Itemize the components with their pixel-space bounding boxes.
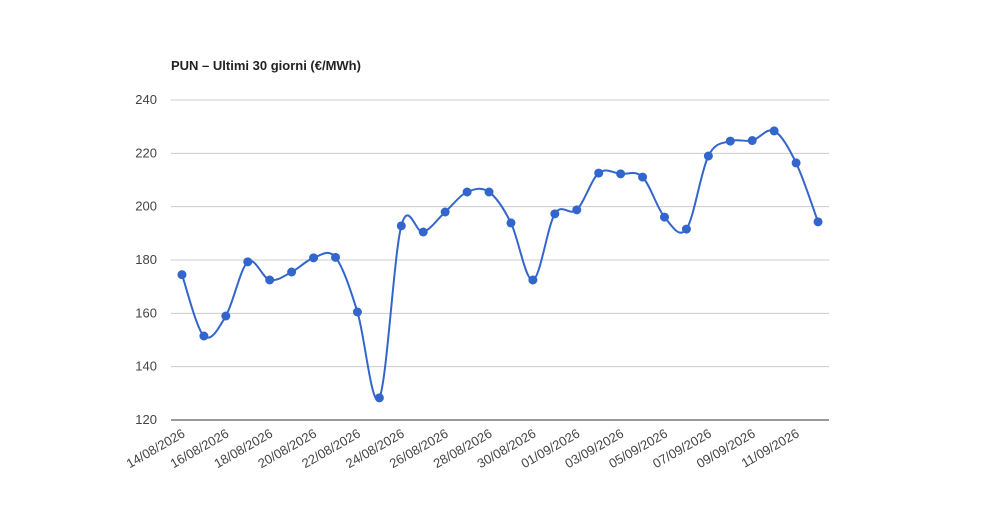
y-tick-label: 140 bbox=[135, 359, 157, 374]
point bbox=[725, 136, 735, 146]
point bbox=[484, 187, 494, 197]
point bbox=[550, 209, 560, 219]
point bbox=[616, 169, 626, 179]
point bbox=[747, 136, 757, 146]
point bbox=[331, 252, 340, 262]
point bbox=[462, 187, 472, 197]
point bbox=[243, 257, 253, 267]
y-tick-label: 180 bbox=[135, 252, 157, 267]
point bbox=[769, 126, 779, 136]
point bbox=[352, 307, 362, 317]
point bbox=[309, 253, 319, 263]
y-tick-label: 200 bbox=[135, 199, 157, 214]
point bbox=[177, 270, 187, 280]
point bbox=[572, 205, 582, 215]
line bbox=[181, 129, 819, 401]
y-tick-label: 160 bbox=[135, 305, 157, 320]
point bbox=[703, 151, 713, 161]
y-tick-label: 120 bbox=[135, 412, 157, 427]
y-tick-label: 220 bbox=[135, 145, 157, 160]
point bbox=[396, 221, 406, 231]
chart-title: PUN – Ultimi 30 giorni (€/MWh) bbox=[171, 58, 361, 73]
point bbox=[221, 311, 231, 321]
point bbox=[594, 168, 604, 178]
y-tick-label: 240 bbox=[135, 92, 157, 107]
point bbox=[287, 267, 297, 277]
point bbox=[199, 331, 209, 341]
point bbox=[374, 393, 384, 403]
point bbox=[528, 275, 538, 285]
point bbox=[791, 158, 801, 168]
point bbox=[265, 275, 275, 285]
point bbox=[660, 212, 669, 222]
point bbox=[681, 224, 691, 234]
point bbox=[506, 218, 516, 228]
point bbox=[638, 172, 648, 182]
point bbox=[418, 227, 428, 237]
point bbox=[440, 207, 450, 217]
point bbox=[813, 217, 823, 227]
